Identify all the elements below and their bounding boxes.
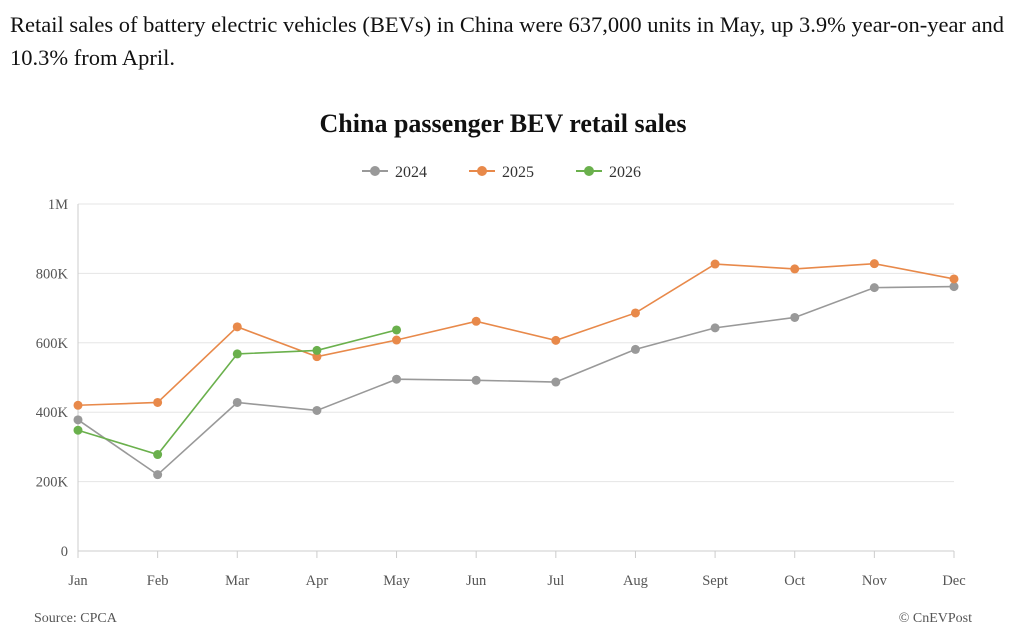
series-2026 <box>73 325 402 460</box>
x-tick-label: Oct <box>784 573 805 589</box>
x-tick-label: Jun <box>466 573 487 589</box>
data-point-2024[interactable] <box>232 397 242 407</box>
legend-marker <box>584 166 594 176</box>
legend-item-2024[interactable]: 2024 <box>362 164 427 181</box>
data-point-2026[interactable] <box>392 325 402 335</box>
legend-label: 2025 <box>502 164 534 181</box>
legend-marker <box>370 166 380 176</box>
intro-paragraph: Retail sales of battery electric vehicle… <box>10 12 1005 70</box>
series-line-2025 <box>77 262 955 407</box>
chart-grid <box>78 203 954 552</box>
data-point-2025[interactable] <box>392 335 402 345</box>
data-point-2024[interactable] <box>869 283 879 293</box>
data-point-2026[interactable] <box>73 425 83 435</box>
chart-title: China passenger BEV retail sales <box>320 109 687 138</box>
data-point-2026[interactable] <box>232 349 242 359</box>
x-tick-label: Aug <box>623 573 648 589</box>
legend-label: 2024 <box>395 164 427 181</box>
data-point-2025[interactable] <box>710 259 720 269</box>
data-point-2024[interactable] <box>790 312 800 322</box>
x-tick-label: Sept <box>702 573 728 589</box>
data-point-2024[interactable] <box>392 374 402 384</box>
x-tick-label: Feb <box>147 573 169 589</box>
x-axis: Jan Feb Mar Apr May Jun Jul Aug Sept Oct Nov Dec <box>68 550 966 589</box>
y-tick-label: 800K <box>36 266 69 282</box>
y-tick-label: 200K <box>36 475 69 491</box>
data-point-2024[interactable] <box>630 344 640 354</box>
legend-label: 2026 <box>609 164 641 181</box>
y-tick-label: 600K <box>36 336 69 352</box>
data-point-2025[interactable] <box>471 316 481 326</box>
data-point-2025[interactable] <box>551 335 561 345</box>
y-tick-label: 1M <box>48 197 68 213</box>
data-point-2026[interactable] <box>153 450 163 460</box>
data-point-2025[interactable] <box>232 322 242 332</box>
legend-item-2025[interactable]: 2025 <box>469 164 534 181</box>
x-tick-label: Mar <box>225 573 249 589</box>
series-line-2024 <box>77 285 955 476</box>
chart-series <box>73 259 959 480</box>
data-point-2024[interactable] <box>551 377 561 387</box>
data-point-2024[interactable] <box>73 415 83 425</box>
x-tick-label: Jul <box>547 573 564 589</box>
legend-marker <box>477 166 487 176</box>
data-point-2024[interactable] <box>153 470 163 480</box>
data-point-2024[interactable] <box>710 323 720 333</box>
data-point-2025[interactable] <box>949 274 959 284</box>
y-tick-label: 400K <box>36 405 69 421</box>
data-point-2025[interactable] <box>153 397 163 407</box>
data-point-2024[interactable] <box>471 375 481 385</box>
chart-legend: 2024 2025 2026 <box>362 164 641 181</box>
data-point-2025[interactable] <box>869 259 879 269</box>
x-tick-label: Jan <box>68 573 88 589</box>
series-2025 <box>73 259 959 410</box>
data-point-2025[interactable] <box>73 400 83 410</box>
x-tick-label: Dec <box>942 573 965 589</box>
source-note: Source: CPCA <box>34 611 118 626</box>
x-tick-label: May <box>383 573 410 589</box>
copyright-note: © CnEVPost <box>899 611 972 626</box>
legend-item-2026[interactable]: 2026 <box>576 164 641 181</box>
x-tick-label: Nov <box>862 573 888 589</box>
data-point-2024[interactable] <box>949 282 959 292</box>
x-tick-label: Apr <box>306 573 329 589</box>
y-axis: 0 200K 400K 600K 800K 1M <box>36 197 79 560</box>
y-tick-label: 0 <box>61 544 68 560</box>
data-point-2026[interactable] <box>312 345 322 355</box>
data-point-2025[interactable] <box>790 264 800 274</box>
data-point-2025[interactable] <box>630 308 640 318</box>
series-2024 <box>73 282 959 480</box>
data-point-2025[interactable] <box>312 352 322 362</box>
series-line-2026 <box>77 329 397 456</box>
data-point-2024[interactable] <box>312 405 322 415</box>
